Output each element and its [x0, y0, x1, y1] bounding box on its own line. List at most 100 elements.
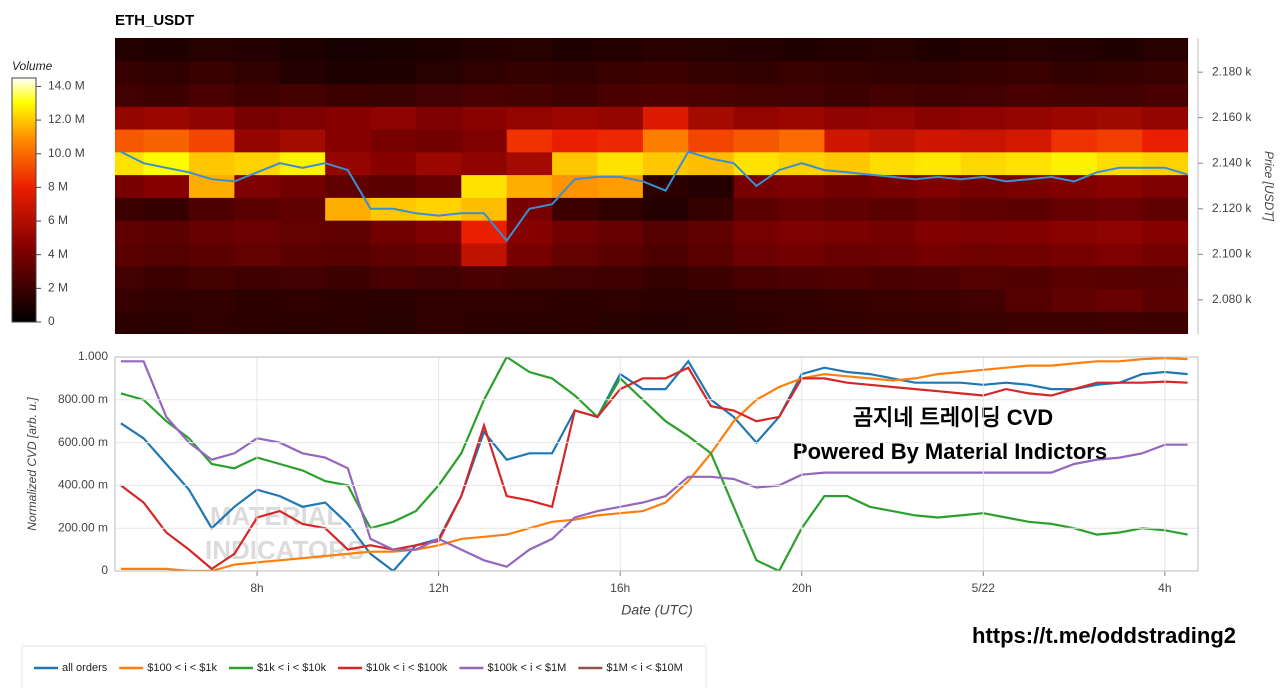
heat-cell: [960, 311, 1007, 334]
y-tick-label: 400.00 m: [58, 478, 108, 492]
cvd-line: [120, 360, 1188, 568]
heat-cell: [1051, 129, 1098, 153]
colorbar-tick-label: 8 M: [48, 180, 68, 194]
heat-cell: [779, 197, 825, 221]
heat-cell: [733, 242, 780, 267]
cvd-line: [120, 357, 1188, 571]
heat-cell: [370, 311, 417, 334]
heat-cell: [824, 60, 871, 85]
heat-cell: [1006, 311, 1052, 334]
heat-cell: [1051, 242, 1098, 267]
watermark: MATERIAL: [210, 501, 343, 531]
x-tick-label: 5/22: [972, 581, 996, 595]
colorbar-tick-label: 12.0 M: [48, 112, 85, 126]
heat-cell: [1142, 220, 1189, 244]
heat-cell: [1096, 60, 1143, 85]
y-tick-label: 2.080 k: [1212, 292, 1252, 306]
heat-cell: [234, 151, 281, 176]
heat-cell: [115, 220, 145, 244]
heat-cell: [869, 197, 916, 221]
heat-cell: [1051, 197, 1098, 221]
heat-cell: [733, 60, 780, 85]
heat-cell: [188, 197, 235, 221]
heat-cell: [597, 220, 644, 244]
heat-cell: [552, 242, 598, 267]
heat-cell: [597, 197, 644, 221]
heat-cell: [688, 242, 735, 267]
cvd-line: [120, 366, 1188, 571]
heat-cell: [642, 174, 689, 198]
heat-cell: [960, 83, 1007, 107]
heat-cell: [779, 106, 825, 130]
colorbar-tick-label: 14.0 M: [48, 79, 85, 93]
heat-cell: [115, 265, 145, 289]
x-tick-label: 12h: [429, 581, 449, 595]
heat-cell: [733, 129, 780, 153]
heat-cell: [1142, 60, 1189, 85]
heat-cell: [733, 220, 780, 244]
y-tick-label: 2.120 k: [1212, 201, 1252, 215]
heat-cell: [1096, 288, 1143, 312]
y-tick-label: 1.000: [78, 349, 108, 363]
heat-cell: [1051, 220, 1098, 244]
heat-cell: [869, 83, 916, 107]
heat-cell: [461, 106, 508, 130]
heat-cell: [552, 106, 598, 130]
x-tick-label: 8h: [250, 581, 263, 595]
colorbar: [11, 77, 37, 323]
heat-cell: [325, 83, 372, 107]
heat-cell: [597, 174, 644, 198]
heat-cell: [143, 60, 190, 85]
heat-cell: [597, 151, 644, 176]
heat-cell: [597, 288, 644, 312]
heat-cell: [869, 106, 916, 130]
heat-cell: [642, 106, 689, 130]
heat-cell: [1051, 288, 1098, 312]
colorbar-tick-label: 0: [48, 314, 55, 328]
heat-cell: [279, 38, 326, 62]
colorbar-tick-label: 10.0 M: [48, 146, 85, 160]
heat-cell: [869, 220, 916, 244]
cvd-line: [120, 359, 1188, 571]
heat-cell: [1051, 174, 1098, 198]
heat-cell: [688, 83, 735, 107]
heat-cell: [415, 242, 462, 267]
heat-cell: [115, 197, 145, 221]
annotation: https://t.me/oddstrading2: [972, 623, 1236, 648]
heat-cell: [461, 174, 508, 198]
heat-cell: [506, 38, 553, 62]
heat-cell: [1096, 106, 1143, 130]
y-tick-label: 2.140 k: [1212, 155, 1252, 169]
heat-cell: [1142, 129, 1189, 153]
colorbar-tick-label: 4 M: [48, 247, 68, 261]
heat-cell: [824, 174, 871, 198]
heat-cell: [115, 38, 145, 62]
heat-cell: [325, 60, 372, 85]
price-line: [120, 150, 1188, 243]
heat-cell: [869, 242, 916, 267]
heat-cell: [779, 288, 825, 312]
heat-cell: [506, 311, 553, 334]
heat-cell: [234, 38, 281, 62]
heat-cell: [733, 288, 780, 312]
heat-cell: [325, 311, 372, 334]
heat-cell: [370, 129, 417, 153]
heat-cell: [415, 311, 462, 334]
heat-cell: [552, 288, 598, 312]
heat-cell: [1096, 242, 1143, 267]
heat-cell: [869, 174, 916, 198]
heat-cell: [188, 220, 235, 244]
heat-cell: [1006, 288, 1052, 312]
heat-cell: [415, 129, 462, 153]
heat-cell: [869, 265, 916, 289]
heat-cell: [188, 265, 235, 289]
x-axis-title: Date (UTC): [621, 602, 693, 618]
heat-cell: [915, 265, 962, 289]
heat-cell: [115, 242, 145, 267]
heat-cell: [115, 106, 145, 130]
heat-cell: [869, 151, 916, 176]
heat-cell: [461, 38, 508, 62]
heat-cell: [960, 220, 1007, 244]
heat-cell: [552, 151, 598, 176]
heat-cell: [597, 311, 644, 334]
